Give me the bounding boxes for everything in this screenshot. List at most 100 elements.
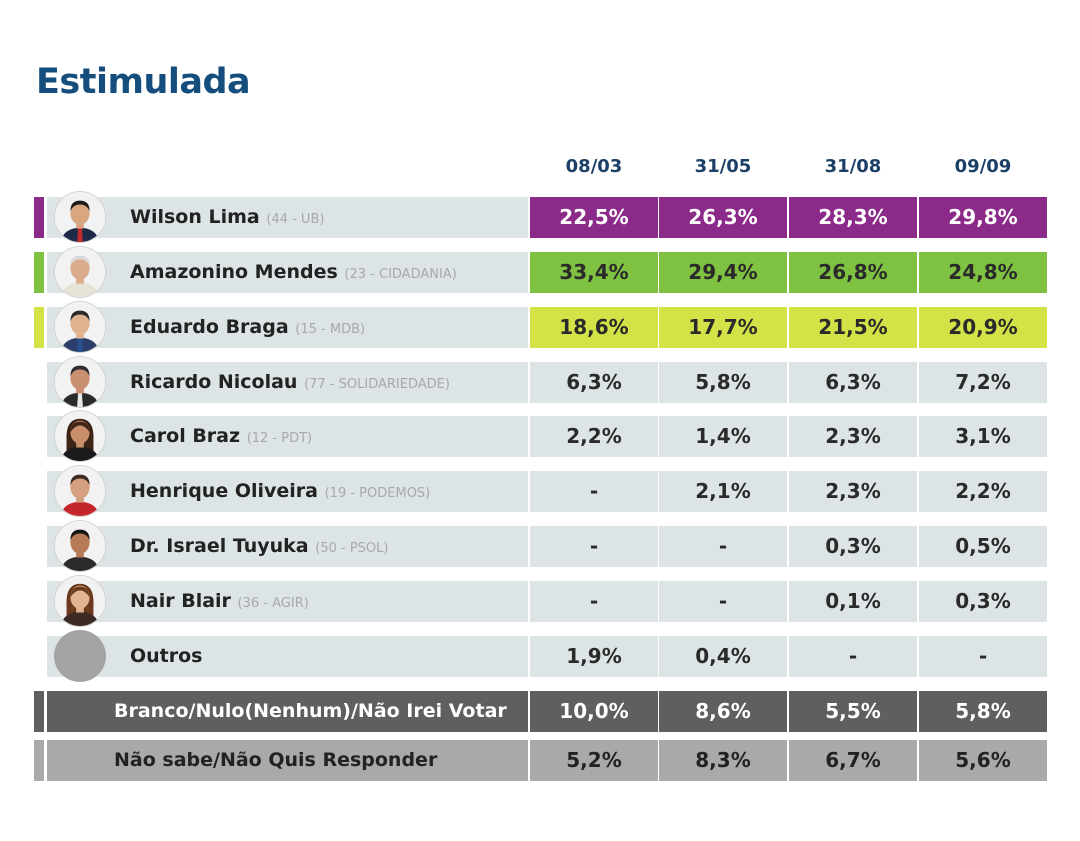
value-cell: - <box>659 581 787 622</box>
value-cell: 5,8% <box>659 362 787 403</box>
value-cell: 6,3% <box>530 362 658 403</box>
candidate-name-bar <box>47 581 528 622</box>
column-header-31-05: 31/05 <box>694 156 752 177</box>
column-header-09-09: 09/09 <box>954 156 1012 177</box>
summary-name-bar <box>47 691 528 732</box>
summary-value-cell: 5,6% <box>919 740 1047 781</box>
candidate-row: Dr. Israel Tuyuka (50 - PSOL) - -0,3% 0,5% <box>34 520 1048 572</box>
value-cell: 26,3% <box>659 197 787 238</box>
value-cell: 28,3% <box>789 197 917 238</box>
value-cell: 6,3% <box>789 362 917 403</box>
candidate-name-bar <box>47 197 528 238</box>
value-cell: 20,9% <box>919 307 1047 348</box>
summary-name-bar <box>47 740 528 781</box>
candidate-name: Nair Blair (36 - AGIR) <box>130 581 309 624</box>
summary-value-cell: 5,5% <box>789 691 917 732</box>
candidate-name-bar <box>47 307 528 348</box>
value-cell: 2,2% <box>530 416 658 457</box>
candidate-name: Wilson Lima (44 - UB) <box>130 197 324 240</box>
summary-row: Branco/Nulo(Nenhum)/Não Irei Votar 10,0% 8… <box>34 691 1048 732</box>
israel-tuyuka-avatar <box>54 520 106 572</box>
summary-row: Não sabe/Não Quis Responder 5,2% 8,3% 6,7% 5… <box>34 740 1048 781</box>
summary-label: Não sabe/Não Quis Responder <box>114 749 438 771</box>
value-cell: 0,3% <box>919 581 1047 622</box>
page-title: Estimulada <box>36 62 251 102</box>
candidate-name-bar <box>47 526 528 567</box>
value-cell: - <box>659 526 787 567</box>
value-cell: - <box>530 581 658 622</box>
henrique-oliveira-avatar <box>54 465 106 517</box>
value-cell: - <box>530 526 658 567</box>
wilson-lima-avatar <box>54 191 106 243</box>
ricardo-nicolau-avatar <box>54 356 106 408</box>
carol-braz-avatar <box>54 410 106 462</box>
candidate-party: (44 - UB) <box>266 212 325 227</box>
candidate-party: (23 - CIDADANIA) <box>344 267 457 282</box>
summary-value-cell: 10,0% <box>530 691 658 732</box>
value-cell: - <box>789 636 917 677</box>
candidate-name-bar <box>47 416 528 457</box>
candidate-name-text: Henrique Oliveira <box>130 480 318 502</box>
candidate-name: Amazonino Mendes (23 - CIDADANIA) <box>130 252 457 295</box>
value-cell: 24,8% <box>919 252 1047 293</box>
summary-label: Branco/Nulo(Nenhum)/Não Irei Votar <box>114 700 507 722</box>
candidate-name: Dr. Israel Tuyuka (50 - PSOL) <box>130 526 388 569</box>
value-cell: 3,1% <box>919 416 1047 457</box>
candidate-color-marker <box>34 307 44 348</box>
candidate-party: (50 - PSOL) <box>315 541 389 556</box>
candidate-name-text: Amazonino Mendes <box>130 261 338 283</box>
value-cell: 2,2% <box>919 471 1047 512</box>
eduardo-braga-avatar <box>54 301 106 353</box>
column-header-08-03: 08/03 <box>565 156 623 177</box>
candidate-name-text: Nair Blair <box>130 590 231 612</box>
candidate-row: Eduardo Braga (15 - MDB) 18,6% 17,7% 21,5% 2… <box>34 301 1048 353</box>
candidate-name-bar <box>47 252 528 293</box>
candidate-name: Eduardo Braga (15 - MDB) <box>130 307 365 350</box>
candidate-name-bar <box>47 471 528 512</box>
candidate-name: Henrique Oliveira (19 - PODEMOS) <box>130 471 430 514</box>
candidate-row: Outros 1,9% 0,4% - - <box>34 630 1048 682</box>
candidate-color-marker <box>34 252 44 293</box>
summary-color-marker <box>34 740 44 781</box>
value-cell: 0,3% <box>789 526 917 567</box>
value-cell: 18,6% <box>530 307 658 348</box>
value-cell: 21,5% <box>789 307 917 348</box>
candidate-party: (77 - SOLIDARIEDADE) <box>304 377 450 392</box>
value-cell: 2,1% <box>659 471 787 512</box>
summary-value-cell: 5,8% <box>919 691 1047 732</box>
candidate-name: Outros <box>130 636 203 677</box>
candidate-row: Henrique Oliveira (19 - PODEMOS) -2,1% 2,3… <box>34 465 1048 517</box>
column-header-31-08: 31/08 <box>824 156 882 177</box>
candidate-name-text: Eduardo Braga <box>130 316 289 338</box>
value-cell: 29,8% <box>919 197 1047 238</box>
candidate-name-bar <box>47 636 528 677</box>
value-cell: 17,7% <box>659 307 787 348</box>
amazonino-mendes-avatar <box>54 246 106 298</box>
summary-value-cell: 8,6% <box>659 691 787 732</box>
candidate-row: Ricardo Nicolau (77 - SOLIDARIEDADE) 6,3%… <box>34 356 1048 408</box>
summary-color-marker <box>34 691 44 732</box>
candidate-party: (12 - PDT) <box>246 431 313 446</box>
value-cell: 0,1% <box>789 581 917 622</box>
value-cell: 29,4% <box>659 252 787 293</box>
value-cell: 33,4% <box>530 252 658 293</box>
candidate-row: Carol Braz (12 - PDT) 2,2% 1,4% 2,3% 3,1% <box>34 410 1048 462</box>
candidate-name: Ricardo Nicolau (77 - SOLIDARIEDADE) <box>130 362 450 405</box>
outros-avatar <box>54 630 106 682</box>
candidate-row: Wilson Lima (44 - UB) 22,5% 26,3% 28,3% 29,8… <box>34 191 1048 243</box>
candidate-row: Amazonino Mendes (23 - CIDADANIA) 33,4% 29… <box>34 246 1048 298</box>
value-cell: 2,3% <box>789 471 917 512</box>
value-cell: 0,4% <box>659 636 787 677</box>
value-cell: - <box>530 471 658 512</box>
value-cell: 1,4% <box>659 416 787 457</box>
candidate-party: (36 - AGIR) <box>237 596 309 611</box>
value-cell: 7,2% <box>919 362 1047 403</box>
value-cell: - <box>919 636 1047 677</box>
candidate-color-marker <box>34 197 44 238</box>
candidate-name-bar <box>47 362 528 403</box>
candidate-party: (19 - PODEMOS) <box>324 486 431 501</box>
candidate-name-text: Carol Braz <box>130 425 241 447</box>
value-cell: 1,9% <box>530 636 658 677</box>
value-cell: 26,8% <box>789 252 917 293</box>
nair-blair-avatar <box>54 575 106 627</box>
